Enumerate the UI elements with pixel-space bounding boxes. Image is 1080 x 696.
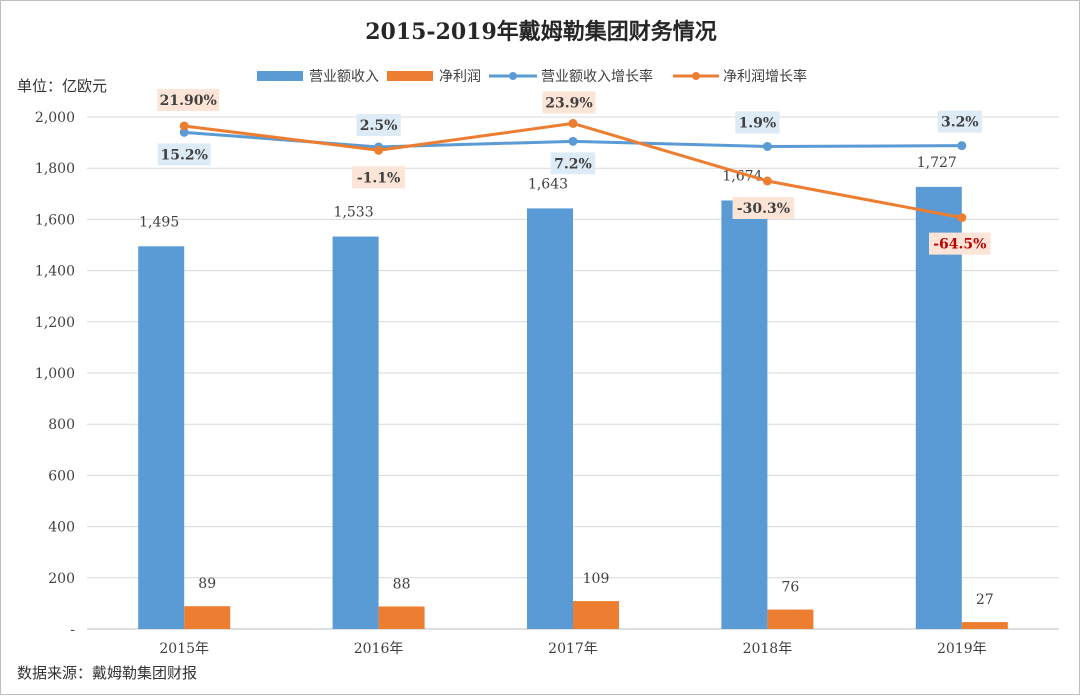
bar-value-labels: 1,495 89 1,533 88 1,643 109 1,674 76 1,727 27 bbox=[139, 155, 994, 608]
bar-revenue bbox=[915, 186, 962, 629]
label-revenue-growth: 1.9% bbox=[739, 115, 777, 131]
bar-label-net-profit: 109 bbox=[583, 571, 610, 587]
bar-revenue bbox=[138, 246, 185, 629]
bar-net-profit bbox=[378, 606, 425, 629]
label-revenue-growth: 2.5% bbox=[360, 118, 398, 134]
x-tick-label: 2015年 bbox=[159, 641, 209, 657]
bar-label-revenue: 1,495 bbox=[139, 214, 179, 230]
marker-profit-growth bbox=[762, 176, 772, 186]
legend-swatch-net-profit bbox=[387, 71, 433, 81]
x-axis-ticks: 2015年 2016年 2017年 2018年 2019年 bbox=[159, 641, 986, 657]
bar-label-revenue: 1,533 bbox=[334, 205, 374, 221]
label-revenue-growth-box bbox=[937, 110, 982, 133]
legend-label-profit-growth: 净利润增长率 bbox=[723, 68, 807, 85]
label-profit-growth-box bbox=[542, 91, 596, 114]
x-tick-label: 2019年 bbox=[937, 641, 987, 657]
y-tick-label: - bbox=[70, 622, 75, 638]
x-tick-label: 2017年 bbox=[548, 641, 598, 657]
marker-profit-growth bbox=[179, 121, 189, 131]
bar-label-revenue: 1,674 bbox=[722, 168, 762, 184]
y-tick-label: 1,000 bbox=[35, 366, 75, 382]
growth-lines bbox=[179, 118, 967, 223]
bar-revenue bbox=[332, 236, 379, 629]
y-tick-label: 1,600 bbox=[35, 212, 75, 228]
label-revenue-growth: 7.2% bbox=[554, 156, 592, 172]
label-profit-growth: 23.9% bbox=[545, 95, 592, 111]
label-revenue-growth: 15.2% bbox=[160, 147, 207, 163]
bar-label-net-profit: 27 bbox=[976, 592, 994, 608]
y-tick-label: 800 bbox=[48, 417, 75, 433]
y-tick-label: 600 bbox=[48, 468, 75, 484]
legend-label-revenue: 营业额收入 bbox=[309, 69, 379, 85]
legend-marker-profit-growth bbox=[692, 72, 700, 80]
legend-label-net-profit: 净利润 bbox=[439, 69, 481, 85]
marker-profit-growth bbox=[957, 213, 967, 223]
bar-net-profit bbox=[961, 622, 1008, 629]
bar-label-net-profit: 89 bbox=[198, 576, 216, 592]
y-tick-label: 2,000 bbox=[35, 110, 75, 126]
y-axis-ticks: - 200 400 600 800 1,000 1,200 1,400 1,600 1,800 2,… bbox=[35, 110, 75, 638]
source-note: 数据来源：戴姆勒集团财报 bbox=[17, 664, 197, 682]
marker-revenue-growth bbox=[762, 141, 772, 151]
label-profit-growth-box bbox=[929, 232, 991, 255]
label-profit-growth: -1.1% bbox=[357, 170, 400, 186]
unit-label: 单位：亿欧元 bbox=[17, 77, 107, 95]
legend-label-revenue-growth: 营业额收入增长率 bbox=[541, 68, 653, 85]
label-profit-growth: -64.5% bbox=[933, 237, 986, 253]
bar-revenue bbox=[721, 200, 768, 629]
legend-marker-revenue-growth bbox=[509, 72, 517, 80]
y-tick-label: 1,200 bbox=[35, 315, 75, 331]
y-tick-label: 1,400 bbox=[35, 264, 75, 280]
label-revenue-growth-box bbox=[157, 143, 211, 166]
bar-label-revenue: 1,727 bbox=[917, 155, 957, 171]
legend: 营业额收入 净利润 营业额收入增长率 净利润增长率 bbox=[257, 68, 807, 85]
label-revenue-growth-box bbox=[735, 111, 780, 134]
growth-labels: 15.2% 2.5% 7.2% 1.9% 3.2% 21.90% -1.1% 23.9% -30… bbox=[157, 88, 991, 255]
bar-label-net-profit: 88 bbox=[393, 576, 411, 592]
label-revenue-growth-box bbox=[356, 113, 401, 136]
bars bbox=[138, 186, 1008, 629]
x-tick-label: 2018年 bbox=[743, 641, 793, 657]
label-profit-growth-box bbox=[352, 166, 406, 189]
label-profit-growth-box bbox=[157, 88, 219, 111]
label-revenue-growth: 3.2% bbox=[941, 115, 979, 131]
label-profit-growth-box bbox=[732, 197, 795, 219]
x-tick-label: 2016年 bbox=[354, 641, 404, 657]
y-tick-label: 1,800 bbox=[35, 161, 75, 177]
y-tick-label: 400 bbox=[48, 520, 75, 536]
bar-net-profit bbox=[767, 609, 814, 629]
label-revenue-growth-box bbox=[550, 152, 596, 175]
marker-revenue-growth bbox=[568, 136, 578, 146]
marker-revenue-growth bbox=[179, 127, 189, 137]
marker-revenue-growth bbox=[957, 141, 967, 151]
bar-revenue bbox=[527, 208, 573, 629]
label-profit-growth: -30.3% bbox=[737, 201, 790, 217]
legend-swatch-revenue bbox=[257, 71, 303, 81]
bar-net-profit bbox=[573, 601, 619, 629]
label-profit-growth: 21.90% bbox=[160, 93, 217, 109]
y-tick-label: 200 bbox=[48, 571, 75, 587]
chart-title: 2015-2019年戴姆勒集团财务情况 bbox=[365, 19, 717, 45]
bar-net-profit bbox=[184, 606, 231, 629]
marker-profit-growth bbox=[568, 118, 578, 128]
bar-label-net-profit: 76 bbox=[781, 580, 799, 596]
marker-profit-growth bbox=[374, 145, 384, 155]
bar-label-revenue: 1,643 bbox=[528, 176, 568, 192]
